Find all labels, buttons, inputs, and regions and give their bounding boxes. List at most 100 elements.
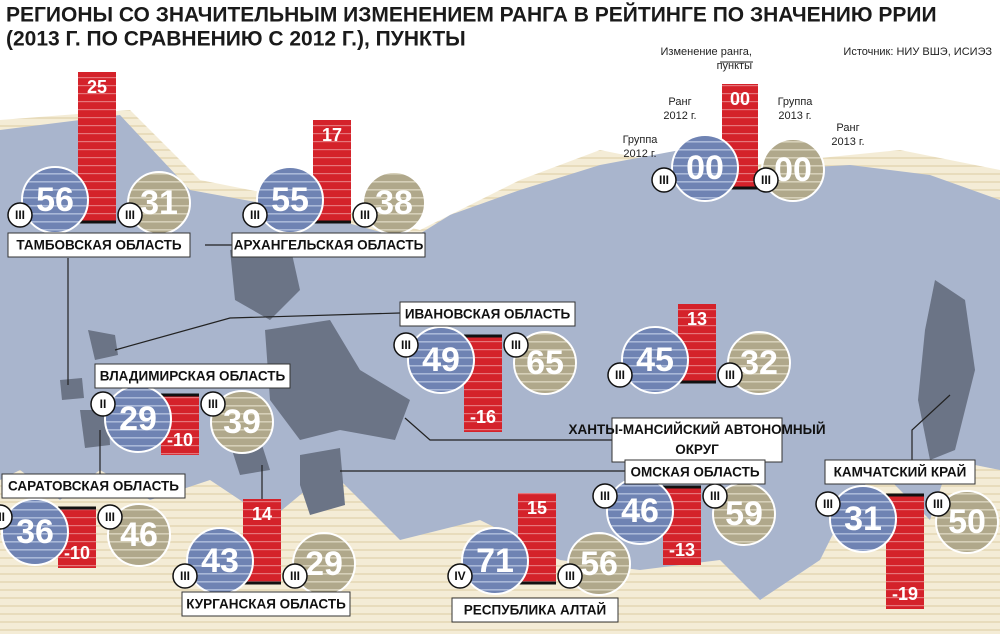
legend-text: 2012 г. — [663, 110, 696, 122]
rank-2013: 29 — [305, 545, 343, 583]
rank-2012-circle — [829, 485, 897, 553]
legend-text: 2013 г. — [778, 110, 811, 122]
label-box — [624, 459, 766, 485]
region-name: ТАМБОВСКАЯ ОБЛАСТЬ — [16, 238, 181, 253]
label-box — [94, 363, 291, 389]
group-2012-circle — [393, 332, 419, 358]
region-name: ОМСКАЯ ОБЛАСТЬ — [630, 465, 759, 480]
change-value: -19 — [892, 584, 918, 604]
rank-2013-circle — [107, 503, 171, 567]
region: -19 31 50 III III КАМЧАТСКИЙ КРАЙ — [815, 459, 999, 609]
group-2013: III — [208, 397, 218, 411]
group-2012-circle — [815, 491, 841, 517]
group-2012-circle — [447, 563, 473, 589]
group-2012: III — [823, 497, 833, 511]
rank-2013: 32 — [740, 344, 778, 382]
group-2012: III — [0, 510, 5, 524]
group-2012: III — [600, 489, 610, 503]
group-2013: III — [125, 208, 135, 222]
rank-2013: 38 — [375, 184, 413, 222]
group-2013-circle — [717, 362, 743, 388]
change-value: 15 — [527, 498, 547, 518]
region: -10 36 46 III III САРАТОВСКАЯ ОБЛАСТЬ — [0, 473, 186, 568]
legend-group: III — [659, 173, 669, 187]
legend: Изменение ранга, пункты Ранг 2012 г. Гру… — [623, 46, 865, 202]
group-2013: III — [565, 569, 575, 583]
group-2012: III — [401, 338, 411, 352]
region: -16 49 65 III III ИВАНОВСКАЯ ОБЛАСТЬ — [393, 301, 577, 432]
region: 13 45 32 III III ХАНТЫ-МАНСИЙСКИЙ АВТОНОМНЫЙ О… — [568, 304, 826, 463]
group-2013-circle — [97, 504, 123, 530]
rank-2012: 43 — [201, 542, 239, 580]
group-2012: III — [615, 368, 625, 382]
group-2012: III — [15, 208, 25, 222]
rank-2012: 29 — [119, 400, 157, 438]
region: -13 46 59 III III ОМСКАЯ ОБЛАСТЬ — [592, 459, 776, 565]
rank-2012: 56 — [36, 181, 74, 219]
label-box — [1, 473, 186, 499]
group-2013-circle — [352, 202, 378, 228]
rank-2012: 55 — [271, 181, 309, 219]
legend-text: 2012 г. — [623, 148, 656, 160]
rank-2012: 71 — [476, 542, 514, 580]
rank-2013: 65 — [526, 344, 564, 382]
group-2013: III — [725, 368, 735, 382]
legend-text: Ранг — [836, 122, 859, 134]
group-2012: III — [250, 208, 260, 222]
group-2013: III — [710, 489, 720, 503]
rank-2013: 39 — [223, 403, 261, 441]
change-value: 13 — [687, 309, 707, 329]
rank-2013: 46 — [120, 516, 158, 554]
rank-2012: 31 — [844, 500, 882, 538]
rank-2013: 31 — [140, 184, 178, 222]
change-value: -10 — [167, 430, 193, 450]
change-value: 25 — [87, 77, 107, 97]
legend-text: Ранг — [668, 96, 691, 108]
group-2012: III — [180, 569, 190, 583]
label-box — [399, 301, 576, 327]
label-box — [7, 232, 191, 258]
rank-2012: 49 — [422, 341, 460, 379]
group-2012: IV — [454, 569, 465, 583]
region-name: ИВАНОВСКАЯ ОБЛАСТЬ — [405, 307, 571, 322]
group-2013: III — [511, 338, 521, 352]
label-box — [451, 597, 619, 623]
legend-text: пункты — [717, 60, 753, 72]
group-2013: III — [360, 208, 370, 222]
legend-group: III — [761, 173, 771, 187]
group-2012-circle — [7, 202, 33, 228]
region: 17 55 38 III III АРХАНГЕЛЬСКАЯ ОБЛАСТЬ — [231, 120, 426, 258]
group-2013-circle — [282, 563, 308, 589]
group-2013-circle — [503, 332, 529, 358]
rank-2013-circle — [935, 490, 999, 554]
group-2013-circle — [117, 202, 143, 228]
change-value: 17 — [322, 125, 342, 145]
group-2012-circle — [242, 202, 268, 228]
label-box — [611, 417, 783, 463]
group-2012-circle — [592, 483, 618, 509]
change-value: -13 — [669, 540, 695, 560]
region-name: АРХАНГЕЛЬСКАЯ ОБЛАСТЬ — [234, 238, 424, 253]
legend-text: 2013 г. — [831, 136, 864, 148]
title: РЕГИОНЫ СО ЗНАЧИТЕЛЬНЫМ ИЗМЕНЕНИЕМ РАНГА… — [6, 3, 937, 27]
group-2013-circle — [557, 563, 583, 589]
region-name: КАМЧАТСКИЙ КРАЙ — [834, 465, 967, 480]
label-box — [181, 591, 351, 617]
rank-2012-circle — [621, 326, 689, 394]
legend-text: Группа — [778, 96, 814, 108]
legend-text: Изменение ранга, — [661, 46, 752, 58]
rank-2012-circle — [1, 498, 69, 566]
leader-lines — [67, 244, 951, 500]
group-2012-circle — [0, 504, 13, 530]
rank-2012-circle — [407, 326, 475, 394]
rank-2012: 45 — [636, 341, 674, 379]
region-name: САРАТОВСКАЯ ОБЛАСТЬ — [8, 479, 179, 494]
label-box — [824, 459, 976, 485]
legend-text: Группа — [623, 134, 659, 146]
region: 14 43 29 III III КУРГАНСКАЯ ОБЛАСТЬ — [172, 499, 356, 617]
rank-2013-circle — [210, 390, 274, 454]
group-2013: III — [290, 569, 300, 583]
rank-2012: 36 — [16, 513, 54, 551]
